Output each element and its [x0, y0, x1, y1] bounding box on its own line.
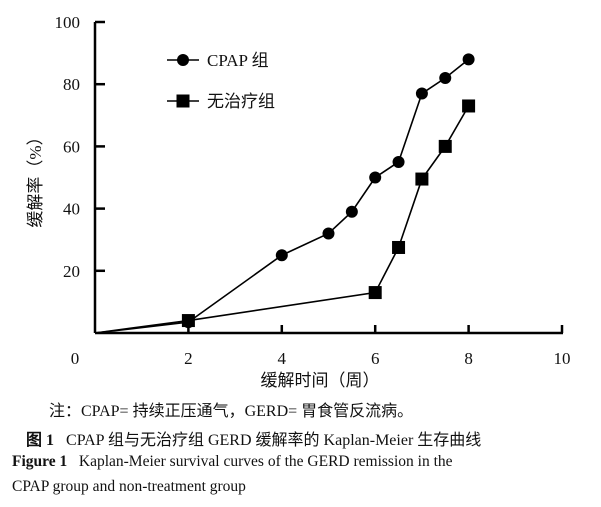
figure-label-cn: 图 1 [26, 432, 55, 449]
data-point [415, 172, 429, 186]
legend-item: 无治疗组 [167, 92, 275, 111]
legend-item: CPAP 组 [167, 51, 269, 70]
series-line [94, 58, 470, 334]
data-point [322, 227, 335, 240]
x-tick-label: 10 [554, 349, 571, 368]
figure-label-en: Figure 1 [12, 453, 68, 470]
x-axis-label: 缓解时间（周） [261, 371, 380, 390]
data-point [462, 53, 475, 66]
data-point [368, 286, 382, 300]
data-point [415, 87, 428, 100]
x-tick-label: 4 [278, 349, 287, 368]
y-tick-label: 20 [63, 262, 80, 281]
x-tick-label: 2 [184, 349, 193, 368]
data-point [369, 171, 382, 184]
series-line [94, 105, 470, 334]
x-tick-label: 0 [71, 349, 80, 368]
series-no-treatment [94, 99, 476, 334]
data-point [275, 249, 288, 262]
data-point [438, 139, 452, 153]
caption-en-1: Figure 1 Kaplan-Meier survival curves of… [12, 453, 453, 471]
legend-marker [177, 54, 189, 66]
data-point [392, 240, 406, 254]
legend-label: CPAP 组 [207, 51, 269, 70]
caption-cn: 图 1 CPAP 组与无治疗组 GERD 缓解率的 Kaplan-Meier 生… [26, 426, 481, 450]
data-point [462, 99, 476, 113]
caption-note: 注：CPAP= 持续正压通气，GERD= 胃食管反流病。 [49, 403, 414, 420]
data-point [392, 155, 405, 168]
x-tick-label: 6 [371, 349, 380, 368]
legend-label: 无治疗组 [207, 92, 275, 111]
axes: 0 2 4 6 8 10 20 40 60 80 100 [55, 13, 571, 368]
y-tick-label: 80 [63, 75, 80, 94]
legend-marker [176, 94, 190, 108]
figure-title-en-1: Kaplan-Meier survival curves of the GERD… [78, 453, 453, 470]
data-point [345, 205, 358, 218]
data-point [439, 71, 452, 84]
y-tick-label: 40 [63, 200, 80, 219]
figure-title-cn: CPAP 组与无治疗组 GERD 缓解率的 Kaplan-Meier 生存曲线 [66, 432, 482, 449]
series-layer [94, 53, 476, 334]
x-tick-label: 8 [464, 349, 473, 368]
y-tick-label: 60 [63, 137, 80, 156]
y-axis-label: 缓解率（%） [26, 128, 45, 227]
data-point [181, 314, 195, 328]
caption-en-2: CPAP group and non-treatment group [12, 478, 246, 495]
y-tick-label: 100 [55, 13, 81, 32]
